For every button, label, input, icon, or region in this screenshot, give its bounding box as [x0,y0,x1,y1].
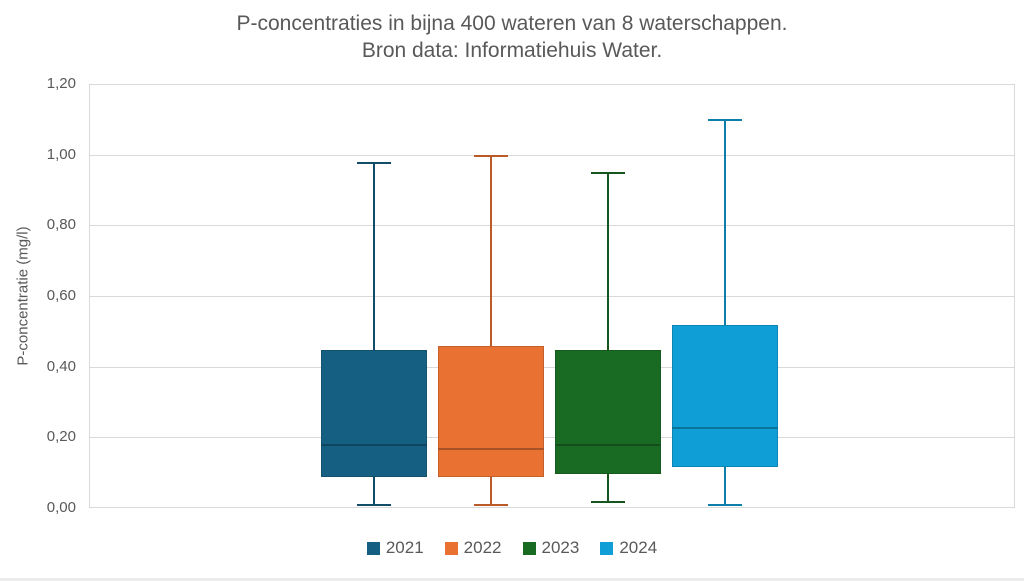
legend-swatch-icon [522,541,536,555]
legend: 2021 2022 2023 2024 [0,538,1024,558]
chart-title-line1: P-concentraties in bijna 400 wateren van… [236,12,788,35]
whisker-high-cap-2024 [708,119,742,122]
y-tick-label: 1,20 [46,75,76,92]
whisker-low-line-2024 [724,466,726,506]
legend-label: 2022 [463,538,502,557]
median-line-2023 [555,444,661,447]
box-2023 [555,350,661,474]
y-tick-label: 1,00 [46,145,76,163]
legend-swatch-icon [444,541,458,555]
whisker-low-cap-2023 [591,500,625,503]
legend-label: 2021 [385,538,424,557]
whisker-low-line-2021 [373,477,375,506]
y-tick-label: 0,60 [46,287,76,304]
gridline [90,366,1014,368]
plot-area [89,84,1015,508]
gridline [90,225,1014,227]
median-line-2024 [672,426,778,429]
box-2024 [672,325,778,467]
whisker-high-cap-2023 [591,172,625,175]
whisker-high-line-2022 [490,155,492,347]
legend-item-2022: 2022 [444,538,502,558]
whisker-high-line-2021 [373,162,375,350]
whisker-high-line-2023 [607,173,609,350]
whisker-low-line-2022 [490,477,492,506]
legend-item-2023: 2023 [522,538,580,558]
legend-swatch-icon [366,541,380,555]
legend-swatch-icon [600,541,614,555]
whisker-low-cap-2024 [708,504,742,507]
legend-item-2021: 2021 [366,538,424,558]
gridline [90,296,1014,297]
y-tick-label: 0,40 [46,357,76,375]
gridline [90,437,1014,439]
whisker-low-cap-2021 [357,504,391,507]
legend-label: 2024 [619,538,658,557]
median-line-2021 [321,444,427,447]
box-2021 [321,350,427,478]
box-2022 [438,346,544,478]
y-tick-label: 0,80 [46,216,76,234]
whisker-low-line-2023 [607,473,609,502]
y-tick-label: 0,20 [46,428,76,446]
whisker-high-cap-2022 [474,154,508,157]
legend-item-2024: 2024 [600,538,657,558]
chart-title-line2: Bron data: Informatiehuis Water. [361,39,663,62]
legend-label: 2023 [541,538,580,557]
y-tick-label: 0,00 [46,499,76,516]
whisker-high-cap-2021 [357,161,391,164]
chart-title: P-concentraties in bijna 400 wateren van… [0,10,1024,64]
whisker-low-cap-2022 [474,504,508,507]
chart-bottom-edge [0,578,1024,581]
whisker-high-line-2024 [724,120,726,326]
median-line-2022 [438,447,544,450]
gridline [90,154,1014,156]
